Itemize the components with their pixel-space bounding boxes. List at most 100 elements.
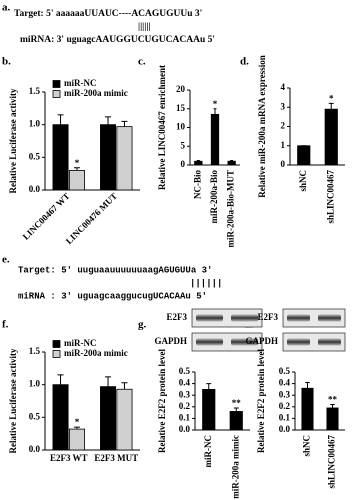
bar — [326, 407, 339, 431]
bar — [194, 160, 203, 166]
sequence-target: Target: 5' aaaaaaUUAUC----ACAGUGUUu 3' — [14, 9, 202, 19]
error-bar — [57, 114, 64, 125]
sequence-target: Target: 5' uuguaauuuuuuaagAGUGUUa 3' — [18, 265, 212, 275]
bar — [202, 388, 216, 431]
y-tick-label: 0.5 — [279, 366, 291, 376]
bar — [229, 411, 243, 431]
legend-swatch — [52, 80, 61, 88]
error-bar — [105, 116, 112, 125]
blot-band — [318, 338, 341, 346]
significance-mark: ** — [328, 395, 338, 405]
panel-label: e. — [2, 254, 10, 266]
x-tick-label: LINC00476 MUT — [64, 191, 119, 246]
sequence-mirna: miRNA: 3' uguagcAAUGGUCUGUCACAAu 5' — [20, 35, 215, 45]
error-bar — [213, 108, 217, 115]
x-tick-label: shLINC00467 — [327, 435, 337, 489]
y-tick-label: 0.4 — [179, 378, 191, 388]
bar — [324, 108, 338, 166]
bar — [52, 124, 69, 191]
bar — [100, 124, 117, 191]
error-bar — [330, 403, 335, 408]
bar — [116, 388, 133, 451]
error-bar — [196, 160, 200, 162]
panel-label: f. — [2, 319, 9, 331]
legend-label: miR-NC — [64, 78, 97, 88]
blot-band — [196, 314, 223, 322]
sequence-pairs: |||||| — [190, 278, 222, 288]
y-tick-label: 0.0 — [179, 424, 191, 434]
y-axis-label: Relative Luciferase activity — [8, 348, 18, 453]
blot-frame — [282, 332, 346, 352]
y-tick-label: 15 — [176, 103, 186, 113]
y-tick-label: 0.5 — [29, 151, 41, 161]
error-bar — [230, 160, 234, 162]
error-bar — [121, 382, 128, 390]
x-tick-label: miR-NC — [203, 435, 213, 468]
y-tick-label: 0.5 — [29, 411, 41, 421]
error-bar — [121, 120, 128, 127]
bar — [227, 160, 236, 166]
bar — [68, 169, 85, 191]
y-tick-label: 0.0 — [29, 444, 41, 454]
y-tick-label: 0.2 — [179, 401, 191, 411]
bar — [301, 387, 314, 431]
bar — [210, 113, 220, 166]
significance-mark: ** — [232, 398, 242, 408]
legend-swatch — [52, 90, 61, 98]
y-axis-label: Relative E2F2 protein level — [256, 348, 266, 453]
legend-swatch — [52, 340, 61, 348]
blot-label: E2F3 — [166, 312, 187, 322]
y-tick-label: 0.4 — [279, 378, 291, 388]
x-tick-label: shNC — [302, 435, 312, 457]
blot-label: GAPDH — [155, 336, 188, 346]
error-bar — [233, 407, 239, 412]
error-bar — [57, 374, 64, 385]
blot-band — [287, 314, 310, 322]
y-tick-label: 3 — [281, 101, 286, 111]
y-tick-label: 20 — [176, 84, 186, 94]
y-tick-label: 1 — [281, 140, 286, 150]
y-tick-label: 0 — [281, 159, 286, 169]
y-tick-label: 0.3 — [279, 389, 291, 399]
bar — [100, 386, 117, 451]
blot-label: E2F3 — [257, 312, 278, 322]
significance-mark: * — [213, 99, 218, 109]
y-tick-label: 0.3 — [179, 389, 191, 399]
x-tick-label: E2F3 WT — [50, 453, 88, 463]
y-tick-label: 5 — [181, 140, 186, 150]
error-bar — [73, 167, 80, 171]
panel-label: d. — [240, 56, 249, 68]
error-bar — [206, 383, 212, 390]
significance-mark: * — [75, 158, 80, 168]
significance-mark: * — [329, 93, 334, 103]
blot-frame — [191, 308, 263, 328]
y-tick-label: 1.5 — [29, 86, 41, 96]
bar — [52, 384, 69, 451]
sequence-mirna: miRNA : 3' uguagcaaggucugUCACAAu 5' — [18, 291, 207, 301]
y-tick-label: 0.0 — [29, 184, 41, 194]
panel-label: g. — [138, 319, 147, 331]
blot-band — [231, 338, 258, 346]
legend-label: miR-200a mimic — [64, 348, 128, 358]
x-tick-label: miR-200a mimic — [230, 435, 240, 499]
error-bar — [105, 376, 112, 387]
y-axis-label: Relative miR-200a mRNA expression — [257, 55, 267, 198]
x-tick-label: miR-200a-Bio-MUT — [226, 170, 236, 248]
panel-label: c. — [138, 56, 146, 68]
panel-label: a. — [2, 2, 11, 14]
y-tick-label: 0.1 — [279, 412, 291, 422]
error-bar — [305, 381, 310, 389]
legend-swatch — [52, 350, 61, 358]
x-tick-label: E2F3 MUT — [94, 453, 138, 463]
blot-band — [196, 338, 223, 346]
y-tick-label: 2 — [281, 121, 286, 131]
y-axis-label: Relative LINC00467 enrichment — [157, 65, 167, 190]
y-tick-label: 1.0 — [29, 379, 41, 389]
bar — [297, 145, 311, 166]
x-tick-label: shNC — [298, 170, 308, 192]
y-tick-label: 0.0 — [279, 424, 291, 434]
y-tick-label: 0.2 — [279, 401, 291, 411]
legend-label: miR-NC — [64, 338, 97, 348]
x-tick-label: NC-Bio — [192, 170, 202, 199]
x-tick-label: LINC00467 WT — [21, 191, 72, 242]
